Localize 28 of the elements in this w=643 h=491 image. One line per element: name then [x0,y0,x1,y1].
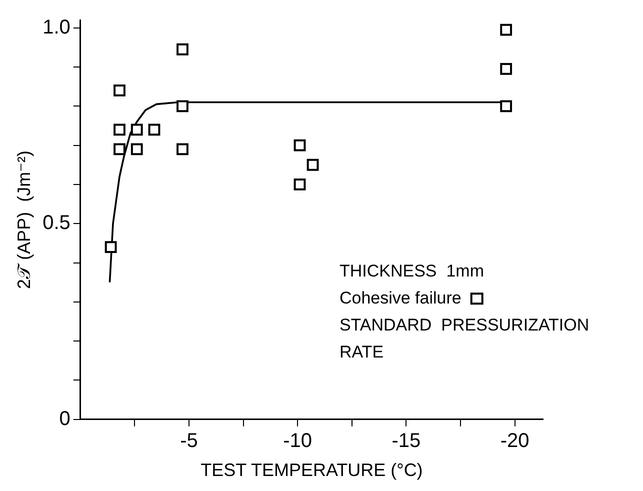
point [500,24,512,36]
point [130,143,143,156]
x-tick-label: -20 [500,430,530,452]
point [114,124,126,136]
y-axis-title: 2𝒯 (APP) (Jm⁻²) [14,150,34,289]
y-tick-label: 0.5 [42,212,70,234]
point [114,84,126,96]
point [294,139,306,152]
point [176,100,188,112]
point [176,143,188,156]
point [500,100,512,112]
point [148,124,160,136]
y-tick-label: 1.0 [42,16,70,38]
y-tick-label: 0 [59,408,70,430]
x-tick-label: -10 [283,430,312,452]
point [306,158,319,171]
x-axis-title: TEST TEMPERATURE (°C) [200,460,423,480]
point [130,124,143,136]
point [176,43,188,56]
point [114,143,126,156]
point [500,62,512,75]
legend-label: Cohesive failure [339,288,462,308]
x-tick-label: -15 [392,430,421,452]
point [104,241,117,254]
point [294,178,306,190]
annotation: THICKNESS 1mm [339,261,484,280]
annotation: STANDARD PRESSURIZATION RATE [339,315,590,362]
x-tick-label: -5 [180,430,198,452]
